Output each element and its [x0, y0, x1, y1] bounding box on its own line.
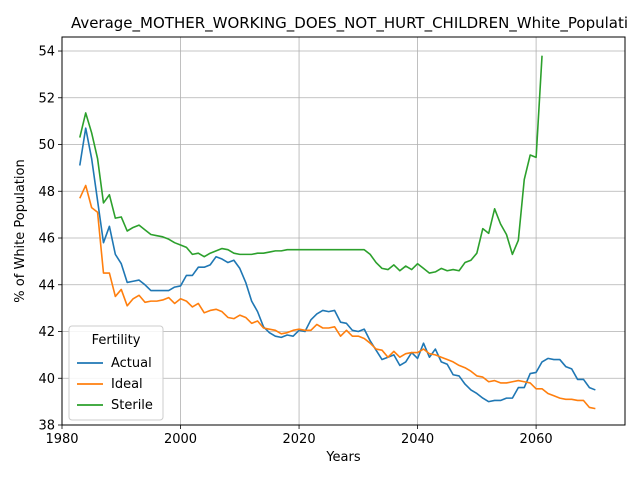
- x-axis-label: Years: [325, 450, 361, 465]
- y-tick-label: 54: [38, 45, 55, 60]
- x-tick-label: 1980: [45, 432, 78, 447]
- x-tick-label: 2020: [283, 432, 316, 447]
- y-tick-label: 44: [38, 278, 55, 293]
- legend-entry-sterile: Sterile: [111, 398, 153, 413]
- y-tick-label: 52: [38, 91, 55, 106]
- y-tick-label: 38: [38, 419, 55, 434]
- y-tick-label: 42: [38, 325, 55, 340]
- y-tick-label: 48: [38, 185, 55, 200]
- y-axis-label: % of White Population: [13, 159, 28, 302]
- legend: Fertility Actual Ideal Sterile: [69, 326, 163, 420]
- legend-entry-actual: Actual: [111, 356, 152, 371]
- x-tick-label: 2000: [164, 432, 197, 447]
- y-tick-label: 50: [38, 138, 55, 153]
- legend-entry-ideal: Ideal: [111, 377, 143, 392]
- x-tick-label: 2060: [520, 432, 553, 447]
- y-tick-label: 46: [38, 232, 55, 247]
- y-tick-label: 40: [38, 372, 55, 387]
- chart-title: Average_MOTHER_WORKING_DOES_NOT_HURT_CHI…: [71, 14, 628, 33]
- x-tick-label: 2040: [401, 432, 434, 447]
- legend-title: Fertility: [92, 333, 141, 348]
